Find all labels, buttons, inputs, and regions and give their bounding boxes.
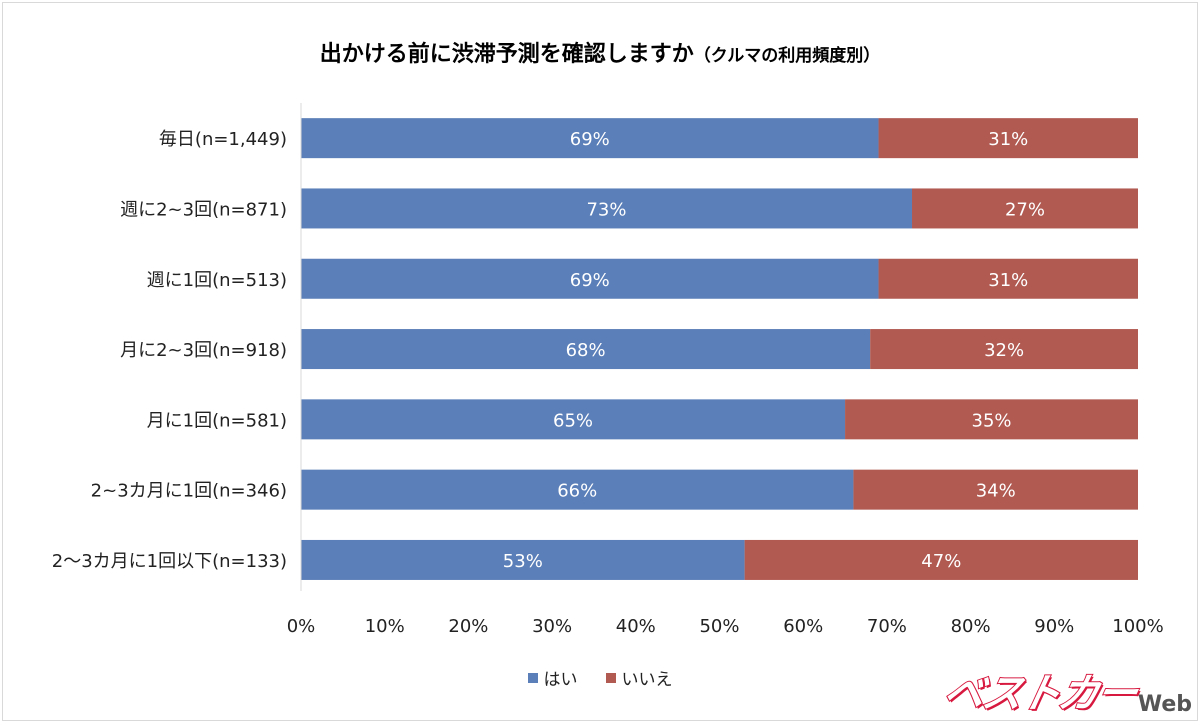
chart-subtitle: （クルマの利用頻度別） bbox=[693, 46, 881, 66]
x-tick-label-8: 80% bbox=[951, 616, 991, 637]
bar-yes-0 bbox=[301, 118, 879, 159]
x-tick-label-3: 30% bbox=[532, 616, 572, 637]
category-label-2: 週に1回(n=513) bbox=[147, 270, 287, 291]
data-label-yes-1: 73% bbox=[586, 199, 626, 220]
bar-no-3 bbox=[870, 329, 1138, 370]
chart-title: 出かける前に渋滞予測を確認しますか（クルマの利用頻度別） bbox=[0, 36, 1200, 68]
bar-no-0 bbox=[878, 118, 1138, 159]
bar-no-1 bbox=[912, 188, 1138, 229]
legend-swatch-yes bbox=[527, 672, 538, 683]
data-label-no-5: 34% bbox=[976, 481, 1016, 502]
watermark-logo: ベストカー bbox=[938, 670, 1141, 718]
legend-swatch-no bbox=[605, 672, 616, 683]
x-tick-label-2: 20% bbox=[448, 616, 488, 637]
bar-no-2 bbox=[878, 258, 1138, 299]
legend-item-yes: はい bbox=[527, 665, 578, 690]
bar-yes-3 bbox=[301, 329, 871, 370]
data-label-no-4: 35% bbox=[972, 410, 1012, 431]
category-label-5: 2~3カ月に1回(n=346) bbox=[91, 481, 287, 502]
bar-no-5 bbox=[853, 469, 1138, 510]
x-tick-label-5: 50% bbox=[699, 616, 739, 637]
data-label-yes-5: 66% bbox=[557, 481, 597, 502]
legend: はい いいえ bbox=[0, 665, 1200, 690]
bar-yes-1 bbox=[301, 188, 913, 229]
data-label-yes-0: 69% bbox=[570, 129, 610, 150]
category-label-3: 月に2~3回(n=918) bbox=[120, 340, 287, 361]
x-tick-label-10: 100% bbox=[1112, 616, 1163, 637]
x-tick-label-6: 60% bbox=[783, 616, 823, 637]
data-label-no-1: 27% bbox=[1005, 199, 1045, 220]
bar-yes-6 bbox=[301, 539, 745, 580]
data-label-yes-3: 68% bbox=[566, 340, 606, 361]
x-tick-label-9: 90% bbox=[1034, 616, 1074, 637]
data-label-no-6: 47% bbox=[921, 551, 961, 572]
category-label-1: 週に2~3回(n=871) bbox=[120, 199, 287, 220]
data-label-yes-4: 65% bbox=[553, 410, 593, 431]
watermark-web: Web bbox=[1137, 692, 1192, 717]
x-tick-label-4: 40% bbox=[616, 616, 656, 637]
legend-item-no: いいえ bbox=[605, 665, 673, 690]
data-label-yes-6: 53% bbox=[503, 551, 543, 572]
data-label-no-0: 31% bbox=[988, 129, 1028, 150]
category-label-4: 月に1回(n=581) bbox=[147, 410, 287, 431]
x-tick-label-7: 70% bbox=[867, 616, 907, 637]
chart-title-main: 出かける前に渋滞予測を確認しますか bbox=[319, 42, 694, 67]
data-label-no-2: 31% bbox=[988, 270, 1028, 291]
data-label-yes-2: 69% bbox=[570, 270, 610, 291]
legend-label-yes: はい bbox=[543, 670, 578, 690]
x-tick-label-0: 0% bbox=[287, 616, 316, 637]
watermark: ベストカー Web bbox=[938, 661, 1192, 719]
legend-label-no: いいえ bbox=[621, 670, 673, 690]
bar-no-6 bbox=[744, 539, 1138, 580]
bar-yes-4 bbox=[301, 399, 846, 440]
data-label-no-3: 32% bbox=[984, 340, 1024, 361]
category-label-0: 毎日(n=1,449) bbox=[159, 129, 287, 150]
bar-yes-2 bbox=[301, 258, 879, 299]
bar-yes-5 bbox=[301, 469, 854, 510]
bar-no-4 bbox=[845, 399, 1138, 440]
category-label-6: 2～3カ月に1回以下(n=133) bbox=[52, 551, 287, 572]
x-tick-label-1: 10% bbox=[365, 616, 405, 637]
